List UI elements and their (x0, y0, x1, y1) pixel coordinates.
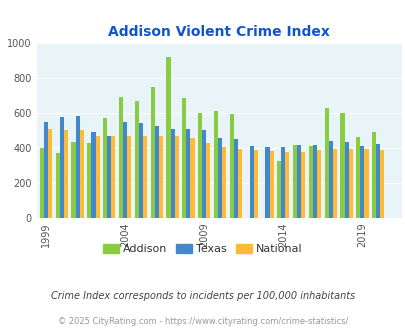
Bar (379, 150, 384, 218)
Bar (312, 145, 316, 218)
Bar (292, 145, 296, 218)
Bar (213, 111, 217, 218)
Bar (79, 130, 83, 218)
Bar (198, 113, 202, 218)
Bar (134, 101, 139, 218)
Bar (229, 114, 233, 218)
Text: Crime Index corresponds to incidents per 100,000 inhabitants: Crime Index corresponds to incidents per… (51, 291, 354, 301)
Bar (143, 137, 147, 218)
Bar (265, 147, 269, 218)
Title: Addison Violent Crime Index: Addison Violent Crime Index (108, 25, 329, 39)
Legend: Addison, Texas, National: Addison, Texas, National (98, 239, 307, 258)
Bar (71, 142, 75, 218)
Bar (174, 136, 178, 218)
Bar (277, 161, 281, 218)
Bar (119, 97, 123, 218)
Bar (150, 87, 154, 218)
Bar (285, 152, 289, 218)
Bar (186, 129, 190, 218)
Bar (301, 152, 305, 218)
Bar (324, 108, 328, 218)
Bar (344, 142, 348, 218)
Bar (364, 149, 368, 218)
Bar (237, 149, 241, 218)
Bar (95, 137, 99, 218)
Bar (170, 129, 174, 218)
Bar (316, 150, 320, 218)
Bar (154, 126, 158, 218)
Bar (40, 148, 44, 218)
Bar (111, 137, 115, 218)
Bar (371, 132, 375, 218)
Bar (328, 141, 332, 218)
Bar (217, 138, 222, 218)
Bar (139, 123, 143, 218)
Bar (233, 139, 237, 218)
Bar (249, 146, 253, 218)
Bar (60, 117, 64, 218)
Bar (75, 116, 79, 218)
Bar (360, 146, 364, 218)
Bar (123, 121, 127, 218)
Bar (296, 145, 301, 218)
Bar (348, 149, 352, 218)
Bar (355, 137, 360, 218)
Bar (202, 130, 206, 218)
Bar (222, 147, 226, 218)
Bar (190, 138, 194, 218)
Bar (281, 147, 285, 218)
Bar (332, 149, 336, 218)
Bar (44, 121, 48, 218)
Bar (103, 118, 107, 218)
Bar (91, 132, 95, 218)
Bar (206, 143, 210, 218)
Bar (87, 143, 91, 218)
Bar (269, 151, 273, 218)
Bar (253, 149, 257, 218)
Bar (64, 130, 68, 218)
Bar (166, 57, 170, 218)
Bar (127, 137, 131, 218)
Bar (339, 113, 344, 218)
Bar (375, 144, 379, 218)
Bar (107, 137, 111, 218)
Text: © 2025 CityRating.com - https://www.cityrating.com/crime-statistics/: © 2025 CityRating.com - https://www.city… (58, 317, 347, 326)
Bar (55, 153, 60, 218)
Bar (158, 136, 162, 218)
Bar (48, 129, 52, 218)
Bar (182, 98, 186, 218)
Bar (308, 146, 312, 218)
